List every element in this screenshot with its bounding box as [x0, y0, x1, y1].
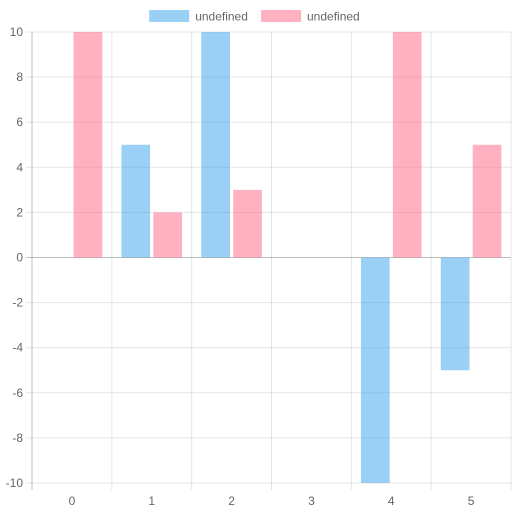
y-tick-label: -8 [12, 431, 23, 445]
x-tick-label: 5 [468, 494, 475, 508]
bar-series1-2 [201, 32, 230, 258]
y-tick-label: 2 [16, 205, 23, 219]
bar-series2-4 [392, 32, 422, 258]
bar-series1-5 [440, 257, 470, 371]
y-tick-label: -10 [6, 476, 24, 490]
y-tick-label: 4 [16, 160, 23, 174]
bar-series2-0 [73, 32, 103, 258]
y-tick-label: 10 [10, 25, 24, 39]
bars [73, 32, 502, 483]
y-tick-label: -6 [12, 386, 23, 400]
bar-series2-5 [472, 144, 502, 258]
legend-label: undefined [195, 10, 248, 24]
x-axis: 0 1 2 3 4 5 [69, 494, 475, 508]
y-tick-label: -2 [12, 296, 23, 310]
y-tick-label: -4 [12, 341, 23, 355]
legend: undefined undefined [149, 10, 360, 24]
x-tick-label: 4 [388, 494, 395, 508]
y-tick-label: 0 [16, 251, 23, 265]
grid-lines [26, 31, 512, 490]
legend-swatch [149, 10, 190, 22]
bar-series1-4 [360, 257, 390, 483]
x-tick-label: 3 [308, 494, 315, 508]
bar-series2-2 [233, 189, 262, 258]
legend-swatch [261, 10, 301, 22]
bar-series2-1 [153, 212, 183, 258]
bar-series1-1 [121, 144, 151, 258]
x-tick-label: 2 [228, 494, 235, 508]
y-axis: 10 8 6 4 2 0 -2 -4 -6 -8 -10 [6, 25, 24, 490]
x-tick-label: 0 [69, 494, 76, 508]
y-tick-label: 8 [16, 70, 23, 84]
x-tick-label: 1 [148, 494, 155, 508]
y-tick-label: 6 [16, 115, 23, 129]
legend-label: undefined [307, 10, 360, 24]
